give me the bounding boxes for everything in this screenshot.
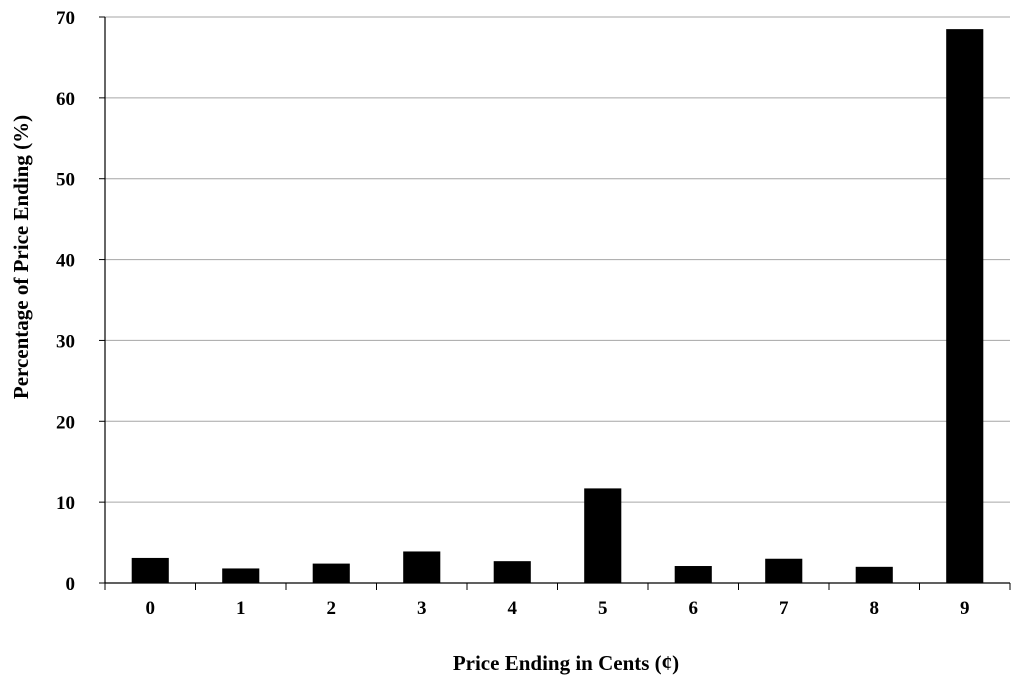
bar-7 <box>765 558 803 583</box>
x-tick-label: 5 <box>598 598 608 619</box>
x-tick-label: 2 <box>327 598 337 619</box>
bars <box>131 29 984 584</box>
y-tick-label: 40 <box>56 251 75 272</box>
x-tick-label: 3 <box>417 598 427 619</box>
x-axis-title: Price Ending in Cents (¢) <box>453 651 679 675</box>
bar-6 <box>674 566 712 583</box>
bar-5 <box>584 488 622 583</box>
bar-0 <box>131 557 169 583</box>
x-tick-label: 7 <box>779 598 789 619</box>
bar-9 <box>946 29 984 584</box>
bar-4 <box>493 561 531 583</box>
x-tick-label: 8 <box>870 598 880 619</box>
bar-8 <box>855 566 893 583</box>
y-tick-label: 50 <box>56 170 75 191</box>
y-axis-title: Percentage of Price Ending (%) <box>9 115 33 399</box>
x-tick-label: 4 <box>508 598 518 619</box>
bar-1 <box>222 568 260 583</box>
y-tick-label: 70 <box>56 8 75 29</box>
x-tick-label: 9 <box>960 598 970 619</box>
y-tick-label: 20 <box>56 412 75 433</box>
axes <box>99 16 1011 590</box>
y-tick-label: 30 <box>56 331 75 352</box>
y-tick-label: 60 <box>56 89 75 110</box>
y-tick-label: 0 <box>66 574 76 595</box>
x-tick-label: 1 <box>236 598 246 619</box>
x-tick-label: 6 <box>689 598 699 619</box>
x-tick-label: 0 <box>146 598 156 619</box>
gridlines <box>105 16 1010 503</box>
bar-3 <box>403 551 441 583</box>
y-tick-label: 10 <box>56 493 75 514</box>
bar-2 <box>312 563 350 583</box>
tick-labels: 0 10 20 30 40 50 60 70 0 1 2 3 4 5 6 7 8 9 <box>56 8 970 619</box>
